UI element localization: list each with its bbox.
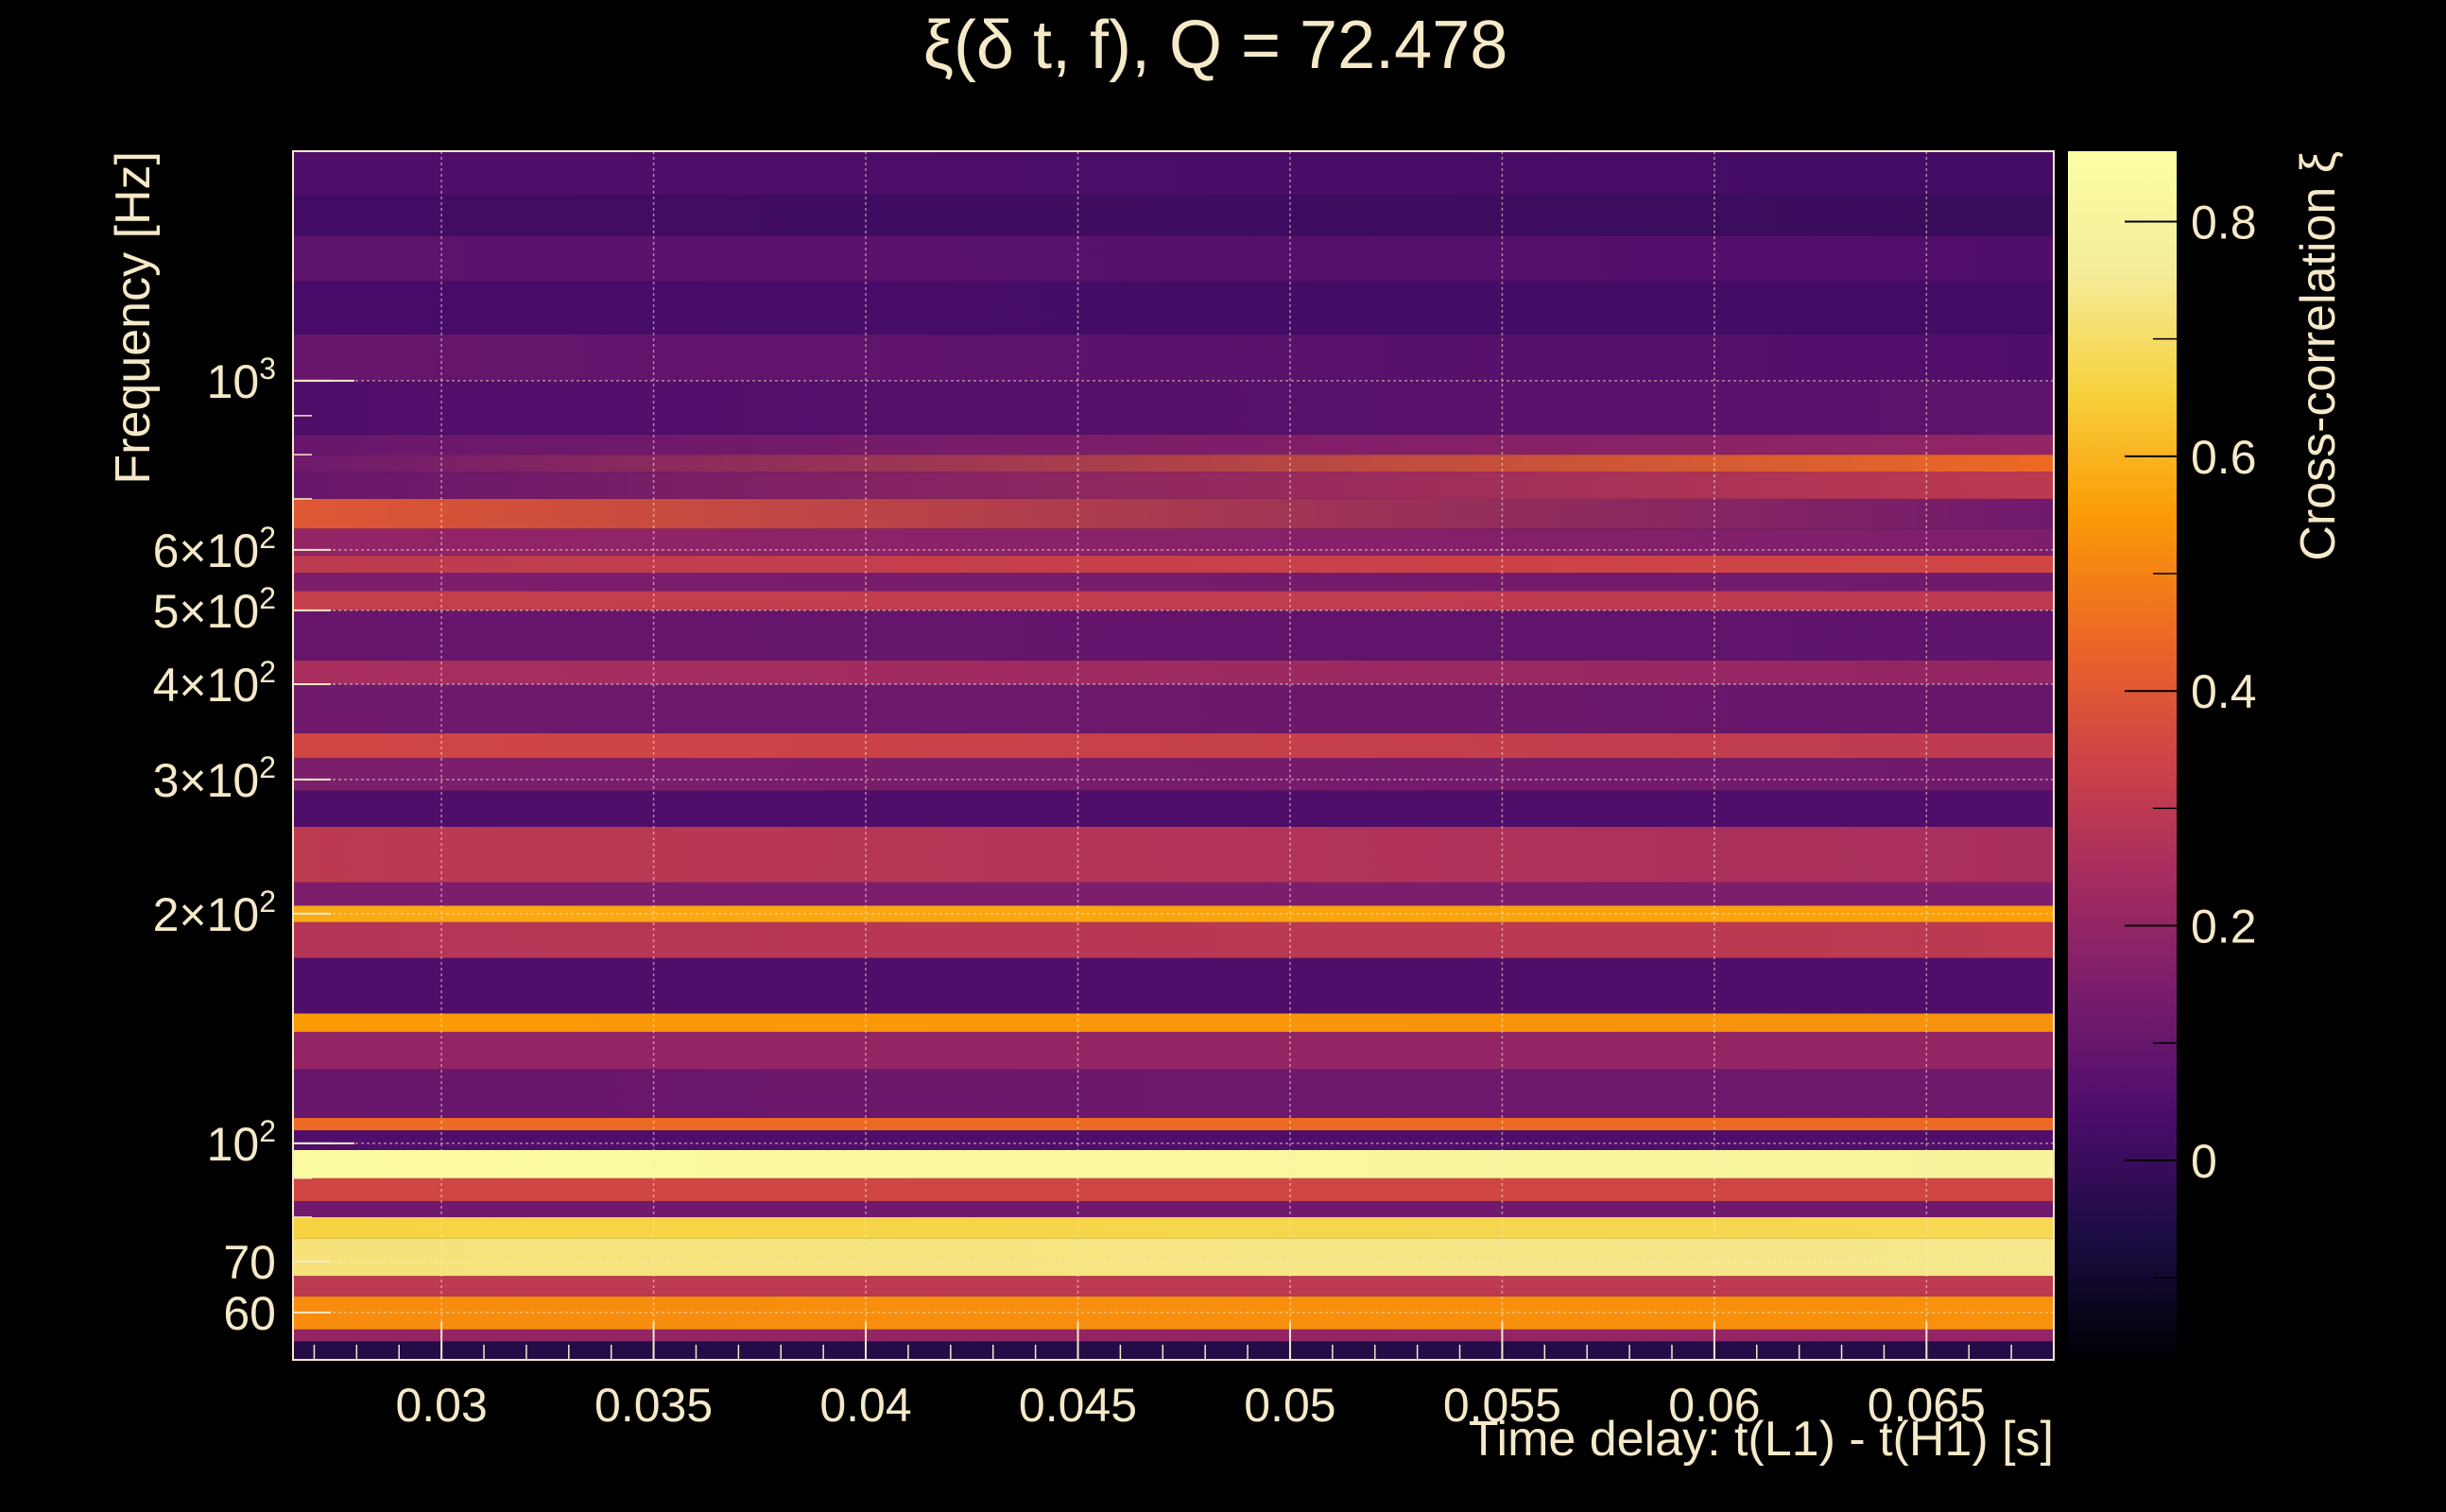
heatmap-band xyxy=(293,1238,2054,1277)
y-axis-label: Frequency [Hz] xyxy=(106,151,161,485)
heatmap-band xyxy=(293,790,2054,827)
x-tick-label: 0.03 xyxy=(395,1379,487,1432)
heatmap-band xyxy=(293,1177,2054,1201)
colorbar-tick-label: 0.6 xyxy=(2191,431,2257,484)
y-tick-label: 60 xyxy=(223,1287,276,1340)
heatmap-band xyxy=(293,610,2054,661)
x-tick-label: 0.04 xyxy=(819,1379,911,1432)
heatmap-band xyxy=(293,498,2054,529)
y-tick-label: 5×102 xyxy=(153,581,276,638)
heatmap-band xyxy=(293,1149,2054,1178)
heatmap-band xyxy=(293,380,2054,435)
heatmap-band xyxy=(293,195,2054,236)
y-tick-label: 2×102 xyxy=(153,885,276,941)
heatmap-band xyxy=(293,528,2054,556)
x-tick-label: 0.065 xyxy=(1868,1379,1986,1432)
heatmap-band xyxy=(293,1117,2054,1131)
colorbar-tick-label: 0.4 xyxy=(2191,665,2257,718)
heatmap-band xyxy=(293,684,2054,733)
x-tick-label: 0.055 xyxy=(1443,1379,1561,1432)
heatmap-band xyxy=(293,1200,2054,1218)
y-tick-label: 70 xyxy=(223,1236,276,1289)
heatmap-band xyxy=(293,555,2054,574)
heatmap-band xyxy=(293,1329,2054,1342)
heatmap-band xyxy=(293,732,2054,759)
heatmap-band xyxy=(293,660,2054,685)
colorbar-ticks: 0 0.2 0.4 0.6 0.8 xyxy=(2125,197,2257,1279)
y-tick-label: 6×102 xyxy=(153,521,276,577)
heatmap-band xyxy=(293,455,2054,472)
heatmap-band xyxy=(293,921,2054,958)
x-axis-label: Time delay: t(L1) - t(H1) [s] xyxy=(1469,1412,2054,1467)
heatmap-band xyxy=(293,882,2054,906)
chart-title: ξ(δ t, f), Q = 72.478 xyxy=(923,8,1508,83)
colorbar-tick-label: 0.2 xyxy=(2191,901,2257,954)
heatmap-band xyxy=(293,591,2054,610)
heatmap-band xyxy=(293,1341,2054,1360)
heatmap-band xyxy=(293,1276,2054,1297)
y-tick-label: 102 xyxy=(207,1114,276,1171)
x-tick-label: 0.06 xyxy=(1668,1379,1760,1432)
heatmap-band xyxy=(293,334,2054,381)
heatmap-band xyxy=(293,1069,2054,1118)
x-axis-ticks: 0.03 0.035 0.04 0.045 0.05 0.055 0.06 0.065 xyxy=(313,1322,2012,1432)
colorbar-tick-label: 0 xyxy=(2191,1135,2217,1188)
heatmap-band xyxy=(293,1031,2054,1070)
heatmap-bands xyxy=(293,151,2054,1360)
colorbar xyxy=(2068,151,2177,1360)
y-tick-label: 4×102 xyxy=(153,655,276,712)
plot-frame xyxy=(292,150,2055,1361)
heatmap-band xyxy=(293,1130,2054,1150)
heatmap-band xyxy=(293,573,2054,592)
heatmap-band xyxy=(293,281,2054,335)
heatmap-band xyxy=(293,472,2054,499)
x-tick-label: 0.045 xyxy=(1019,1379,1137,1432)
x-tick-label: 0.035 xyxy=(594,1379,713,1432)
heatmap-band xyxy=(293,1013,2054,1032)
x-tick-label: 0.05 xyxy=(1244,1379,1335,1432)
heatmap-band xyxy=(293,758,2054,791)
heatmap-band xyxy=(293,151,2054,196)
heatmap-band xyxy=(293,235,2054,282)
colorbar-label: Cross-correlation ξ xyxy=(2291,151,2346,561)
heatmap-band xyxy=(293,826,2054,883)
colorbar-tick-label: 0.8 xyxy=(2191,197,2257,249)
heatmap-band xyxy=(293,434,2054,455)
y-tick-label: 3×102 xyxy=(153,750,276,807)
grid-lines xyxy=(293,151,2054,1360)
heatmap-band xyxy=(293,957,2054,1014)
y-tick-label: 103 xyxy=(207,352,276,408)
heatmap-band xyxy=(293,1217,2054,1239)
